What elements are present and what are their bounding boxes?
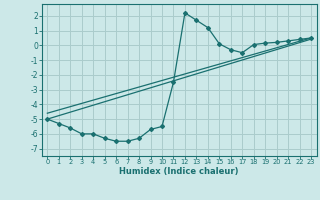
X-axis label: Humidex (Indice chaleur): Humidex (Indice chaleur): [119, 167, 239, 176]
